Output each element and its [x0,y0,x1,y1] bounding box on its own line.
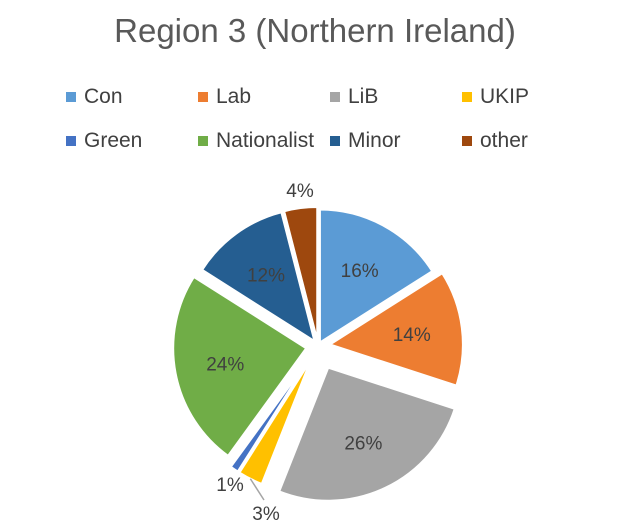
legend-item-nationalist: Nationalist [198,129,314,153]
legend-swatch-ukip [462,92,472,102]
legend-item-ukip: UKIP [462,85,529,109]
data-label-green: 1% [216,475,244,496]
legend-label-lab: Lab [216,85,252,108]
slice-lib [277,366,456,502]
legend-label-other: other [480,129,528,152]
legend-swatch-minor [330,136,340,146]
legend-swatch-lab [198,92,208,102]
data-label-lib: 26% [344,433,382,454]
slice-green [229,358,310,473]
legend-label-minor: Minor [348,129,401,152]
leader-line-ukip [249,478,265,501]
legend-label-con: Con [84,85,123,108]
legend-swatch-lib [330,92,340,102]
data-label-con: 16% [341,261,379,282]
slice-minor [200,211,317,344]
slice-nationalist [172,275,308,458]
legend-item-green: Green [66,129,142,153]
slice-con [318,208,434,345]
legend-swatch-nationalist [198,136,208,146]
legend-swatch-other [462,136,472,146]
legend-item-other: other [462,129,528,153]
legend-swatch-green [66,136,76,146]
legend-item-lab: Lab [198,85,251,109]
data-label-minor: 12% [247,265,285,286]
legend-item-lib: LiB [330,85,378,109]
legend-item-minor: Minor [330,129,401,153]
chart-title: Region 3 (Northern Ireland) [114,12,516,49]
legend-label-green: Green [84,129,143,152]
slice-other [282,206,319,341]
legend-item-con: Con [66,85,123,109]
legend-label-lib: LiB [348,85,379,108]
legend-label-nationalist: Nationalist [216,129,315,152]
data-label-other: 4% [286,181,314,202]
slice-lab [327,271,464,387]
data-label-nationalist: 24% [206,355,244,376]
data-label-ukip: 3% [252,504,280,525]
legend-label-ukip: UKIP [480,85,530,108]
legend-swatch-con [66,92,76,102]
data-label-lab: 14% [393,325,431,346]
